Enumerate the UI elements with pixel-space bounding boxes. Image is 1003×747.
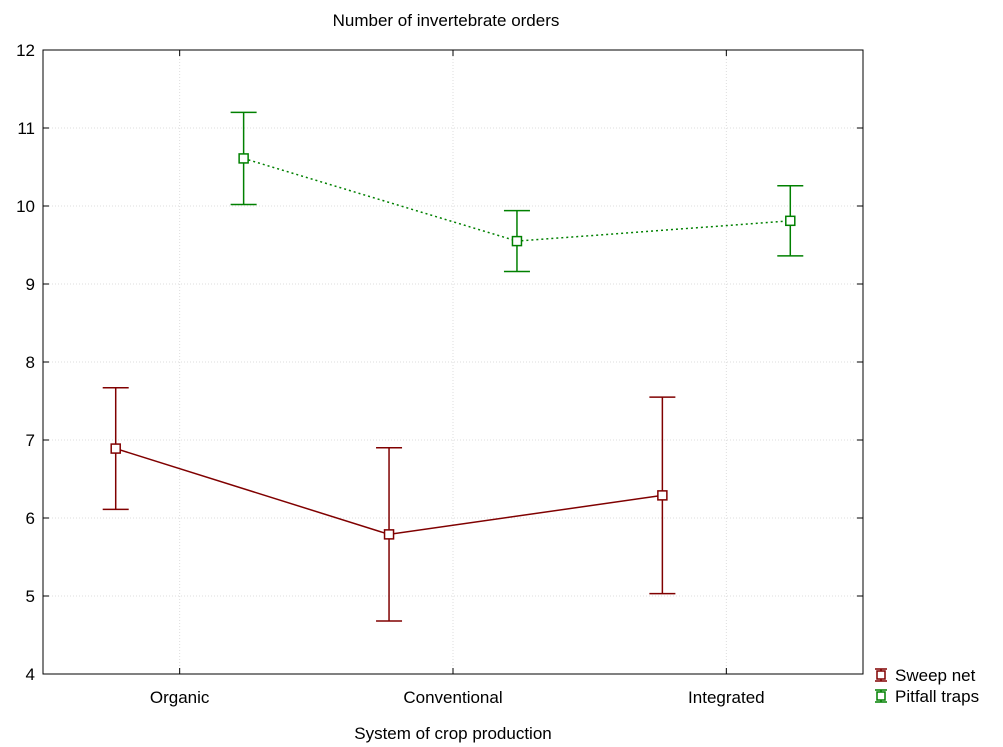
legend-label: Pitfall traps xyxy=(895,687,979,706)
y-tick-label: 7 xyxy=(26,431,35,450)
x-tick-label: Conventional xyxy=(403,688,502,707)
series-layer xyxy=(102,111,804,622)
y-tick-label: 11 xyxy=(17,119,35,138)
x-tick-label: Integrated xyxy=(688,688,765,707)
y-tick-label: 6 xyxy=(26,509,35,528)
data-point-marker xyxy=(657,490,668,501)
y-tick-label: 5 xyxy=(26,587,35,606)
y-tick-label: 10 xyxy=(16,197,35,216)
x-tick-label: Organic xyxy=(150,688,210,707)
chart-title: Number of invertebrate orders xyxy=(333,11,560,30)
y-tick-label: 4 xyxy=(26,665,35,684)
data-point-marker xyxy=(511,235,523,247)
data-point-marker xyxy=(785,215,796,227)
data-point-marker xyxy=(383,529,395,540)
legend-label: Sweep net xyxy=(895,666,976,685)
x-axis-label: System of crop production xyxy=(354,724,551,743)
series-pitfall-traps xyxy=(230,111,804,273)
legend-marker xyxy=(876,691,886,701)
series-sweep-net xyxy=(102,386,676,622)
data-point-marker xyxy=(238,153,249,164)
legend: Sweep net Pitfall traps xyxy=(875,666,979,706)
legend-item-sweep-net: Sweep net xyxy=(875,666,976,685)
legend-marker xyxy=(876,670,886,680)
y-tick-label: 12 xyxy=(16,41,35,60)
grid-lines xyxy=(43,50,863,674)
axes: 4 5 6 7 8 9 10 11 12 Organic Conventional Integrate… xyxy=(16,41,863,707)
legend-item-pitfall-traps: Pitfall traps xyxy=(875,687,979,706)
y-tick-label: 9 xyxy=(26,275,35,294)
data-point-marker xyxy=(110,443,121,454)
y-tick-label: 8 xyxy=(26,353,35,372)
